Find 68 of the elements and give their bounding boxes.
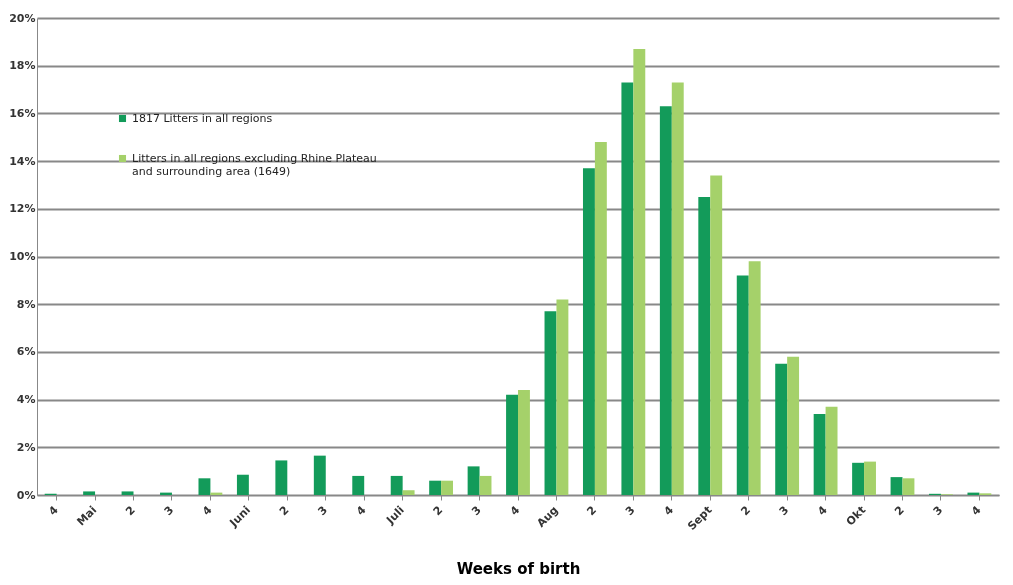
x-tick-label: 4 bbox=[661, 503, 677, 519]
bar bbox=[775, 363, 788, 495]
bar bbox=[313, 455, 326, 495]
bar bbox=[633, 49, 646, 495]
y-tick-label: 12% bbox=[9, 202, 36, 216]
bar bbox=[582, 168, 595, 495]
x-tick-label: 3 bbox=[930, 503, 946, 519]
bar bbox=[659, 106, 672, 495]
bar bbox=[506, 394, 518, 495]
x-axis-title: Weeks of birth bbox=[456, 560, 581, 579]
bar bbox=[390, 475, 403, 495]
bar bbox=[441, 480, 454, 495]
x-tick-label: 4 bbox=[969, 503, 984, 519]
x-tick-label: 3 bbox=[315, 503, 330, 519]
bar bbox=[825, 406, 838, 495]
bar bbox=[594, 142, 607, 495]
bar bbox=[83, 491, 96, 495]
x-tick-label: 4 bbox=[815, 503, 831, 519]
x-tick-label: 2 bbox=[430, 503, 446, 519]
y-tick-label: 0% bbox=[16, 488, 36, 502]
bar bbox=[352, 475, 365, 495]
y-tick-label: 14% bbox=[9, 154, 36, 168]
y-tick-label: 4% bbox=[16, 393, 36, 407]
bar bbox=[429, 480, 442, 495]
bar bbox=[902, 478, 915, 495]
bar bbox=[518, 390, 530, 495]
bar bbox=[890, 477, 903, 495]
bar bbox=[671, 82, 684, 495]
bar bbox=[556, 299, 569, 495]
bar bbox=[736, 275, 749, 495]
bar bbox=[121, 491, 134, 495]
x-tick-label: 3 bbox=[776, 503, 792, 519]
bar bbox=[544, 311, 557, 495]
x-tick-label: 2 bbox=[123, 503, 138, 519]
x-tick-label: 2 bbox=[584, 503, 600, 519]
y-tick-label: 2% bbox=[16, 440, 36, 454]
x-tick-label: 4 bbox=[353, 503, 369, 519]
y-tick-label: 20% bbox=[9, 11, 36, 25]
bar bbox=[864, 461, 876, 495]
bar bbox=[467, 466, 480, 495]
bar bbox=[275, 460, 288, 495]
bar bbox=[813, 413, 826, 495]
x-tick-label: 2 bbox=[276, 503, 292, 519]
legend-label: 1817 Litters in all regions bbox=[132, 111, 273, 125]
x-tick-label: 2 bbox=[892, 503, 907, 519]
bar bbox=[698, 196, 711, 495]
y-tick-label: 16% bbox=[9, 106, 36, 120]
bar bbox=[787, 356, 800, 495]
x-tick-label: 4 bbox=[200, 503, 215, 519]
legend-label: Litters in all regions excluding Rhine Plateau and surrounding area (1649) bbox=[132, 151, 377, 178]
bar bbox=[198, 478, 211, 495]
bar bbox=[710, 175, 723, 495]
y-tick-label: 6% bbox=[16, 345, 36, 359]
x-tick-label: 4 bbox=[507, 503, 523, 519]
x-tick-label: 3 bbox=[469, 503, 484, 519]
y-tick-label: 18% bbox=[9, 59, 36, 73]
bar bbox=[236, 474, 249, 495]
bar bbox=[748, 261, 761, 495]
bar bbox=[621, 82, 634, 495]
y-tick-label: 10% bbox=[9, 250, 36, 263]
bar bbox=[852, 462, 865, 495]
x-tick-label: 4 bbox=[46, 503, 62, 519]
bar bbox=[402, 490, 415, 495]
bar bbox=[479, 475, 492, 495]
x-tick-label: 2 bbox=[738, 503, 753, 519]
y-tick-label: 8% bbox=[16, 297, 36, 311]
x-tick-label: 3 bbox=[622, 503, 638, 519]
x-tick-label: 3 bbox=[161, 503, 177, 519]
